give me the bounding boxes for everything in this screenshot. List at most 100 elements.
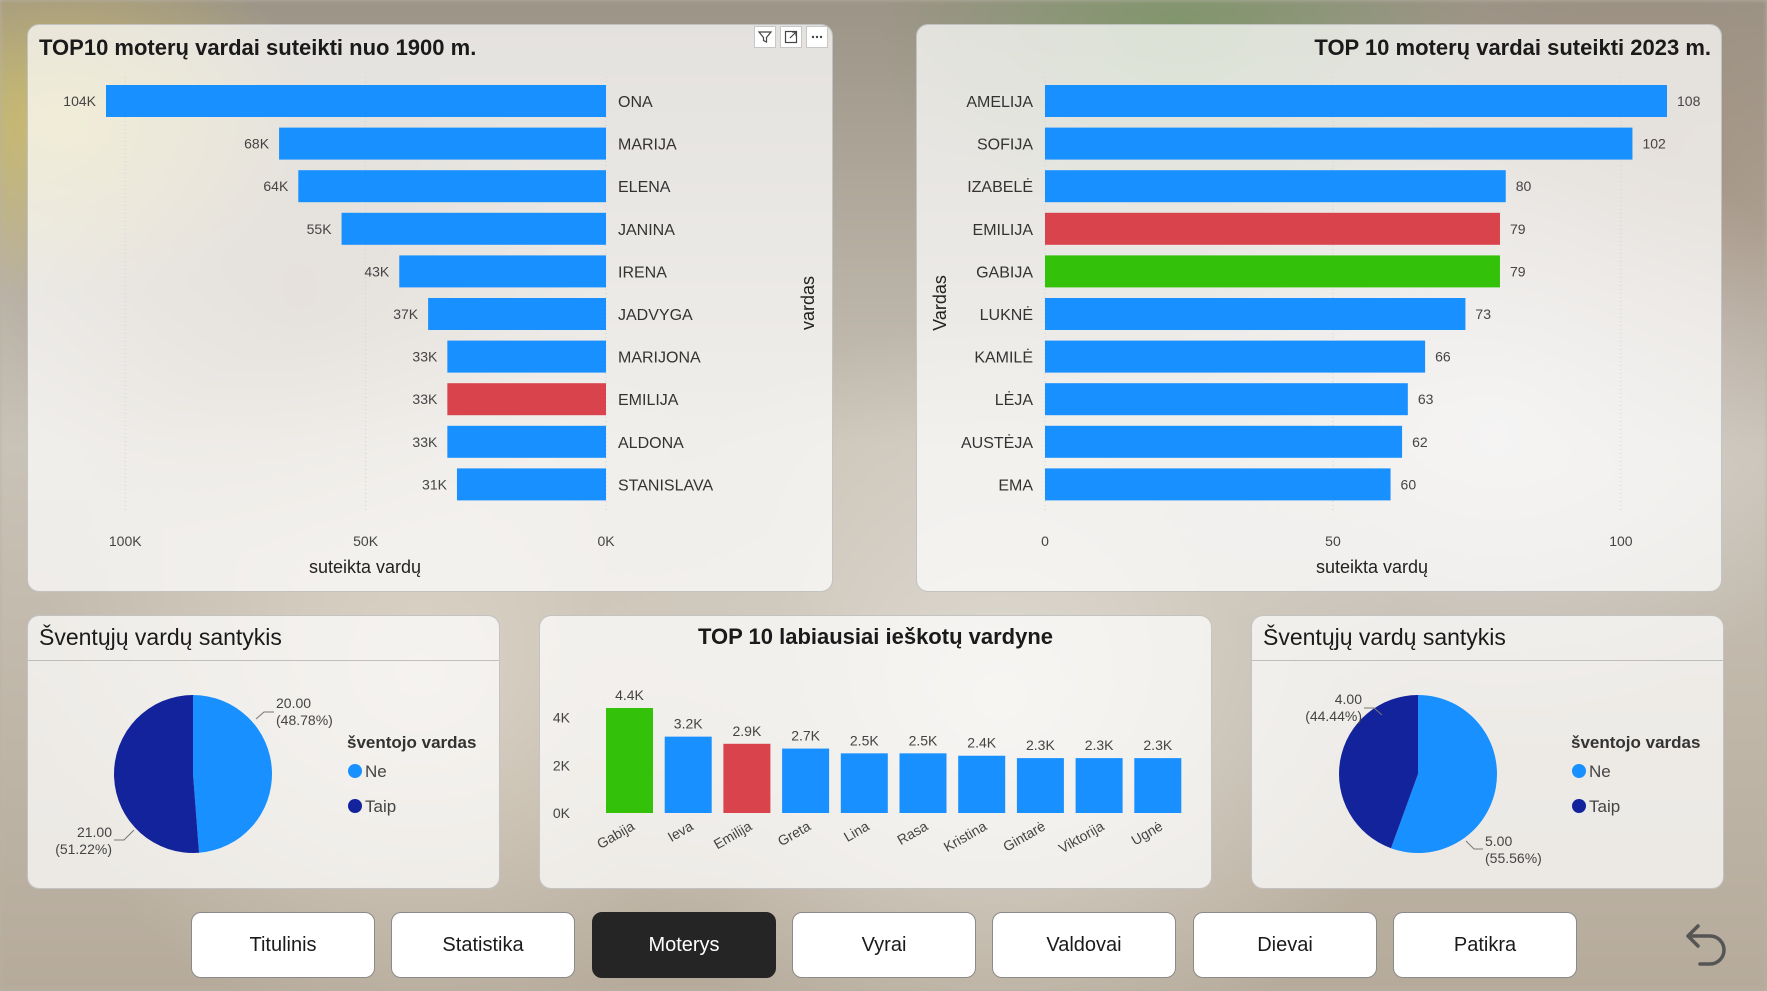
bar [1045,170,1506,203]
bar [341,212,606,245]
data-label: 73 [1475,306,1491,322]
nav-button-valdovai[interactable]: Valdovai [992,912,1176,978]
chart-panel-top10-since-1900[interactable]: TOP10 moterų vardai suteikti nuo 1900 m.… [27,24,833,592]
data-label: 2.5K [850,732,879,748]
data-label: 2.9K [732,723,761,739]
column [664,736,712,813]
more-options-icon[interactable] [806,26,828,48]
bar [1045,340,1426,373]
x-tick-label: 0 [1041,533,1049,549]
bar [106,85,606,117]
category-label: Viktorija [1056,818,1107,857]
leader-line [255,711,274,720]
panel-title: Šventųjų vardų santykis [1263,624,1506,650]
bar [447,383,606,416]
category-label: ELENA [618,179,671,196]
slice-value-label: 4.00 [1335,691,1362,707]
filter-icon[interactable] [754,26,776,48]
data-label: 2.3K [1085,737,1114,753]
category-label: JANINA [618,222,675,239]
chart-panel-top10-2023[interactable]: TOP 10 moterų vardai suteikti 2023 m. 0 5… [916,24,1722,592]
column [723,743,771,813]
leader-line [114,829,135,841]
category-label: JADVYGA [618,307,693,324]
category-label: MARIJA [618,137,677,154]
panel-title: TOP 10 labiausiai ieškotų vardyne [697,624,1054,649]
leader-line [1364,707,1383,716]
category-label: LĖJA [995,390,1034,409]
data-label: 104K [63,93,96,109]
category-label: STANISLAVA [618,477,713,494]
divider [28,660,499,661]
nav-button-statistika[interactable]: Statistika [391,912,575,978]
data-label: 79 [1510,263,1526,279]
pie-slice [1390,695,1497,853]
category-label: Gabija [594,818,637,852]
pie-panel-saint-names-left[interactable]: Šventųjų vardų santykis 20.00 (48.78%) 21.… [27,615,500,889]
bar [1045,212,1500,245]
pie-panel-saint-names-right[interactable]: Šventųjų vardų santykis 5.00 (55.56%) 4.00… [1251,615,1724,889]
data-label: 80 [1516,178,1532,194]
category-label: IZABELĖ [967,177,1033,196]
column [899,753,947,813]
panel-title: Šventųjų vardų santykis [39,624,282,650]
column-chart-searched: 0K 2K 4K 4.4K Gabija 3.2K Ieva 2.9K Emilija 2.7K G… [553,687,1182,857]
x-axis-title: suteikta vardų [309,557,421,577]
slice-percent-label: (44.44%) [1305,708,1362,724]
x-tick-label: 50 [1325,533,1341,549]
category-label: EMILIJA [618,392,679,409]
bar [1045,298,1466,330]
legend-title: šventojo vardas [347,733,476,752]
data-label: 2.3K [1026,737,1055,753]
nav-button-dievai[interactable]: Dievai [1193,912,1377,978]
pie-chart-saint-names-left: 20.00(48.78%) 21.00(51.22%) šventojo varda… [55,695,476,857]
chart-panel-top10-searched[interactable]: TOP 10 labiausiai ieškotų vardyne 0K 2K 4K… [539,615,1212,889]
data-label: 3.2K [674,716,703,732]
slice-value-label: 5.00 [1485,833,1512,849]
data-label: 64K [263,178,289,194]
nav-button-vyrai[interactable]: Vyrai [792,912,976,978]
legend-marker [348,799,362,813]
y-tick-label: 4K [553,710,571,726]
bar [447,425,606,458]
pie-chart-saint-names-right: 5.00(55.56%) 4.00(44.44%) šventojo vardas N… [1305,691,1700,866]
data-label: 55K [307,221,333,237]
category-label: SOFIJA [977,137,1033,154]
column [1075,758,1123,813]
nav-button-moterys[interactable]: Moterys [592,912,776,978]
column [840,753,888,813]
data-label: 62 [1412,434,1428,450]
legend-marker [348,764,362,778]
slice-percent-label: (55.56%) [1485,850,1542,866]
slice-percent-label: (48.78%) [276,712,333,728]
slice-percent-label: (51.22%) [55,841,112,857]
category-label: Ugnė [1128,818,1165,849]
bar [456,468,606,501]
data-label: 33K [412,391,438,407]
nav-button-patikra[interactable]: Patikra [1393,912,1577,978]
bar [428,298,606,330]
category-label: AUSTĖJA [961,433,1033,452]
category-label: EMA [998,477,1033,494]
bar [1045,255,1500,288]
nav-button-titulinis[interactable]: Titulinis [191,912,375,978]
category-label: Emilija [711,818,755,853]
legend-label: Ne [1589,762,1611,781]
category-label: Kristina [941,818,990,855]
panel-title: TOP10 moterų vardai suteikti nuo 1900 m. [39,35,477,60]
data-label: 33K [412,434,438,450]
category-label: IRENA [618,264,667,281]
pie-slice [193,695,273,853]
category-label: LUKNĖ [980,305,1033,324]
slice-value-label: 21.00 [77,824,112,840]
legend-label: Taip [1589,797,1620,816]
data-label: 63 [1418,391,1434,407]
panel-title: TOP 10 moterų vardai suteikti 2023 m. [1314,35,1711,60]
focus-mode-icon[interactable] [780,26,802,48]
legend-label: Ne [365,762,387,781]
bar-chart-since-1900: 100K 50K 0K 104K ONA 68K MARIJA 64K ELENA 55K JANI… [63,77,818,577]
category-label: Greta [775,818,814,849]
back-arrow-icon[interactable] [1676,918,1732,974]
data-label: 31K [422,476,448,492]
category-label: Ieva [665,818,696,845]
